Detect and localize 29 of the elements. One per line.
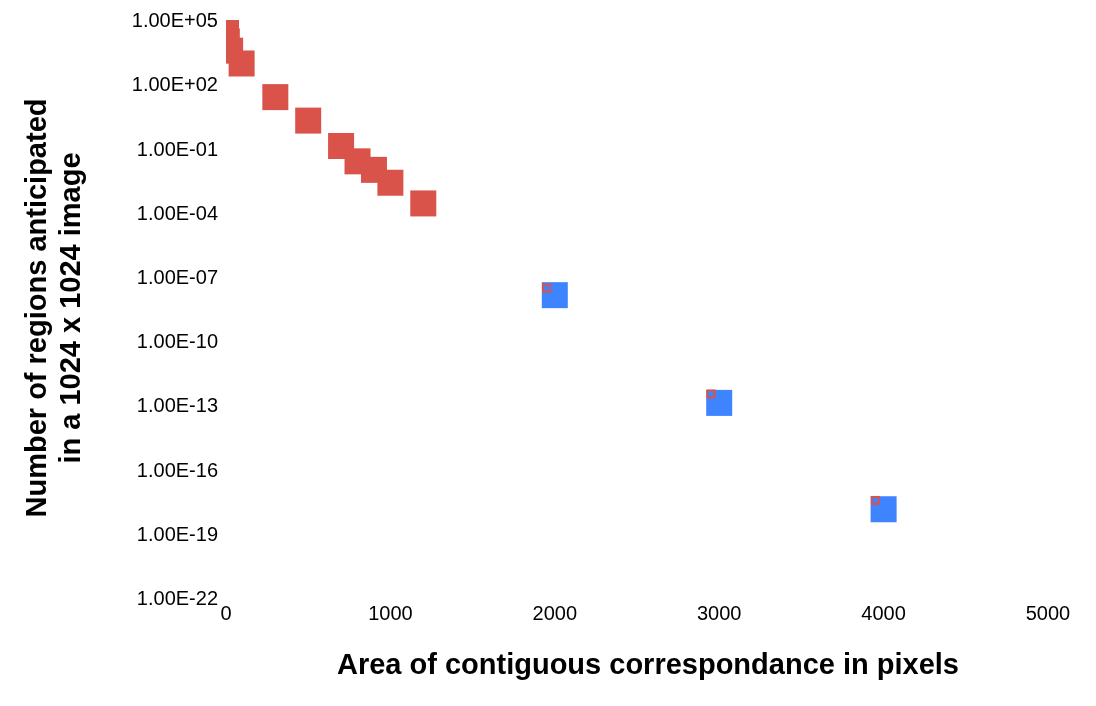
y-tick-label: 1.00E-04 — [136, 201, 218, 224]
y-axis-title: Number of regions anticipated in a 1024 x 1024 image — [20, 98, 86, 518]
x-tick-label: 3000 — [696, 602, 742, 625]
x-tick-label: 0 — [220, 602, 232, 625]
y-tick-label: 1.00E-13 — [136, 394, 218, 417]
point — [295, 107, 322, 134]
point — [870, 495, 880, 505]
point — [262, 84, 289, 111]
y-tick-label: 1.00E-22 — [136, 587, 218, 610]
y-tick-label: 1.00E-07 — [136, 265, 218, 288]
x-tick-label: 5000 — [1025, 602, 1071, 625]
y-tick-label: 1.00E-16 — [136, 458, 218, 481]
y-tick-label: 1.00E-10 — [136, 330, 218, 353]
point — [542, 283, 552, 293]
point — [228, 50, 255, 77]
y-tick-label: 1.00E+05 — [131, 9, 218, 32]
y-tick-label: 1.00E-19 — [136, 522, 218, 545]
x-tick-label: 4000 — [861, 602, 906, 625]
x-axis-title: Area of contiguous correspondance in pixels — [336, 648, 960, 681]
point — [706, 389, 716, 399]
x-tick-label: 1000 — [368, 602, 413, 625]
point — [870, 496, 897, 523]
point — [706, 389, 733, 416]
point — [541, 282, 568, 309]
point — [377, 169, 404, 196]
y-tick-label: 1.00E+02 — [131, 73, 218, 96]
y-tick-label: 1.00E-01 — [136, 137, 218, 160]
point — [410, 190, 437, 217]
x-tick-label: 2000 — [532, 602, 578, 625]
